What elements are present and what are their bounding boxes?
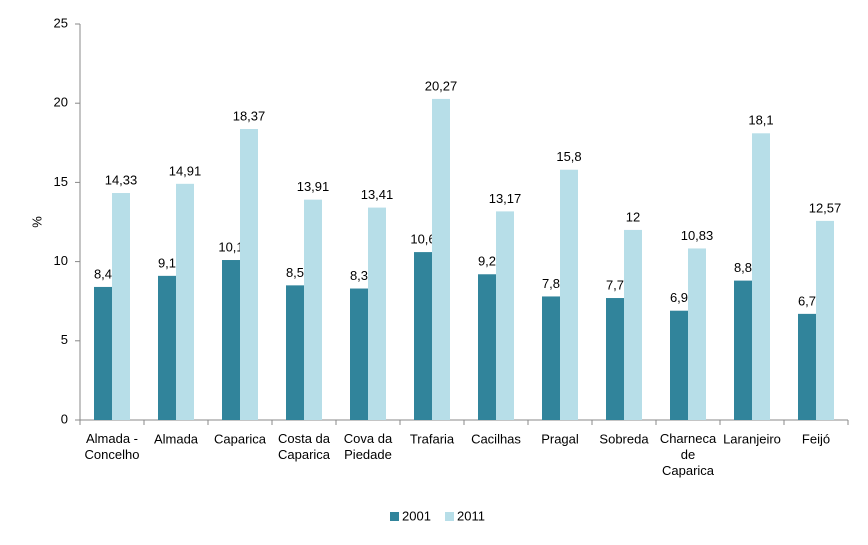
x-tick-label: Almada -Concelho bbox=[85, 431, 140, 462]
y-tick-label: 0 bbox=[61, 411, 68, 426]
bar bbox=[624, 229, 642, 420]
data-label: 13,41 bbox=[361, 187, 394, 202]
y-tick-label: 15 bbox=[54, 174, 68, 189]
data-label: 10,83 bbox=[681, 228, 714, 243]
data-label: 8,8 bbox=[734, 260, 752, 275]
data-label: 9,2 bbox=[478, 254, 496, 269]
bar bbox=[688, 248, 706, 420]
bar bbox=[478, 274, 496, 420]
y-axis-label: % bbox=[29, 216, 44, 228]
x-tick-label: Feijó bbox=[802, 431, 830, 446]
data-label: 6,9 bbox=[670, 290, 688, 305]
x-tick-label: Almada bbox=[154, 431, 199, 446]
x-tick-label: Costa da Caparica bbox=[278, 431, 331, 462]
bar bbox=[94, 286, 112, 420]
bar bbox=[112, 193, 130, 420]
x-tick-label: Cacilhas bbox=[471, 431, 521, 446]
bar bbox=[496, 211, 514, 420]
bar bbox=[414, 252, 432, 420]
bar bbox=[176, 183, 194, 420]
bar bbox=[670, 310, 688, 420]
data-label: 15,8 bbox=[556, 149, 581, 164]
data-label: 14,91 bbox=[169, 163, 202, 178]
bar bbox=[606, 298, 624, 420]
data-label: 8,5 bbox=[286, 265, 304, 280]
bar bbox=[158, 275, 176, 420]
bar bbox=[798, 313, 816, 420]
bar bbox=[560, 169, 578, 420]
x-tick-label: Caparica bbox=[214, 431, 267, 446]
x-tick-label: Sobreda bbox=[599, 431, 649, 446]
bar bbox=[286, 285, 304, 420]
data-label: 13,17 bbox=[489, 191, 522, 206]
data-label: 8,3 bbox=[350, 268, 368, 283]
x-tick-label: Pragal bbox=[541, 431, 579, 446]
data-label: 18,1 bbox=[748, 113, 773, 128]
bar bbox=[734, 280, 752, 420]
x-tick-label: Charneca de Caparica bbox=[660, 431, 717, 478]
bar bbox=[752, 133, 770, 420]
legend-swatch bbox=[445, 512, 454, 521]
bar bbox=[368, 207, 386, 420]
data-label: 12 bbox=[626, 209, 640, 224]
data-label: 13,91 bbox=[297, 179, 330, 194]
data-label: 20,27 bbox=[425, 78, 458, 93]
bar bbox=[240, 129, 258, 420]
y-tick-label: 5 bbox=[61, 332, 68, 347]
bar bbox=[432, 98, 450, 420]
legend-swatch bbox=[390, 512, 399, 521]
bar bbox=[222, 260, 240, 420]
data-label: 12,57 bbox=[809, 200, 842, 215]
data-label: 14,33 bbox=[105, 172, 138, 187]
bar bbox=[304, 199, 322, 420]
bar bbox=[350, 288, 368, 420]
y-tick-label: 10 bbox=[54, 253, 68, 268]
y-tick-label: 20 bbox=[54, 95, 68, 110]
data-label: 8,4 bbox=[94, 266, 112, 281]
legend-label: 2011 bbox=[457, 508, 485, 523]
x-tick-label: Cova da Piedade bbox=[344, 431, 393, 462]
x-tick-label: Laranjeiro bbox=[723, 431, 781, 446]
x-tick-label: Trafaria bbox=[410, 431, 455, 446]
data-label: 18,37 bbox=[233, 108, 266, 123]
y-tick-label: 25 bbox=[54, 15, 68, 30]
data-label: 10,6 bbox=[410, 232, 435, 247]
bar bbox=[542, 296, 560, 420]
data-label: 6,7 bbox=[798, 293, 816, 308]
data-label: 7,7 bbox=[606, 277, 624, 292]
data-label: 10,1 bbox=[218, 239, 243, 254]
legend-label: 2001 bbox=[402, 508, 431, 523]
data-label: 7,8 bbox=[542, 276, 560, 291]
bar bbox=[816, 220, 834, 420]
data-label: 9,1 bbox=[158, 255, 176, 270]
